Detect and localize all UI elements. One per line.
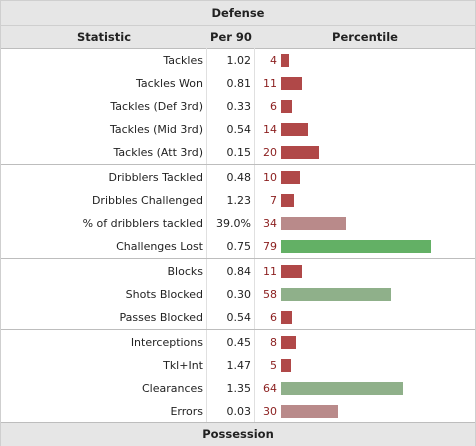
percentile-value: 8 <box>270 336 277 349</box>
percentile-bar <box>281 336 296 349</box>
percentile-bar <box>281 217 346 230</box>
table-row: Tackles Won 0.81 11 <box>1 72 475 95</box>
section-title: Defense <box>1 1 475 26</box>
stat-name[interactable]: Errors <box>170 405 203 418</box>
percentile-bar <box>281 123 308 136</box>
stat-name[interactable]: Tackles Won <box>135 77 203 90</box>
percentile-value: 79 <box>263 240 277 253</box>
percentile-value: 10 <box>263 171 277 184</box>
per90-value: 1.35 <box>226 382 252 395</box>
table-row: Dribblers Tackled 0.48 10 <box>1 166 475 189</box>
table-row: Tackles (Att 3rd) 0.15 20 <box>1 141 475 164</box>
percentile-bar <box>281 240 431 253</box>
per90-value: 0.48 <box>226 171 252 184</box>
per90-value: 0.30 <box>226 288 252 301</box>
stat-name[interactable]: Blocks <box>167 265 203 278</box>
percentile-bar <box>281 171 300 184</box>
group-separator <box>1 164 475 165</box>
table-row: Shots Blocked 0.30 58 <box>1 283 475 306</box>
percentile-value: 6 <box>270 311 277 324</box>
percentile-bar <box>281 100 292 113</box>
stat-name[interactable]: Tackles (Def 3rd) <box>110 100 203 113</box>
percentile-value: 6 <box>270 100 277 113</box>
stat-name[interactable]: % of dribblers tackled <box>82 217 203 230</box>
stat-name[interactable]: Tackles <box>163 54 203 67</box>
table-row: Dribbles Challenged 1.23 7 <box>1 189 475 212</box>
stat-name[interactable]: Interceptions <box>130 336 203 349</box>
per90-value: 0.15 <box>226 146 252 159</box>
stat-name[interactable]: Shots Blocked <box>125 288 203 301</box>
percentile-value: 30 <box>263 405 277 418</box>
next-section-title: Possession <box>1 422 475 446</box>
percentile-bar <box>281 405 338 418</box>
percentile-bar <box>281 311 292 324</box>
percentile-bar <box>281 288 391 301</box>
stat-name[interactable]: Dribblers Tackled <box>108 171 203 184</box>
column-divider <box>254 48 255 422</box>
stat-name[interactable]: Passes Blocked <box>119 311 203 324</box>
column-header-percentile[interactable]: Percentile <box>332 30 398 44</box>
stat-name[interactable]: Tackles (Att 3rd) <box>113 146 203 159</box>
column-header-per90[interactable]: Per 90 <box>210 30 252 44</box>
stat-name[interactable]: Dribbles Challenged <box>91 194 203 207</box>
per90-value: 0.45 <box>226 336 252 349</box>
percentile-bar <box>281 77 302 90</box>
stat-name[interactable]: Tackles (Mid 3rd) <box>109 123 203 136</box>
per90-value: 1.47 <box>226 359 252 372</box>
per90-value: 0.84 <box>226 265 252 278</box>
per90-value: 0.54 <box>226 311 252 324</box>
table-row: % of dribblers tackled 39.0% 34 <box>1 212 475 235</box>
percentile-value: 11 <box>263 77 277 90</box>
percentile-value: 7 <box>270 194 277 207</box>
per90-value: 0.54 <box>226 123 252 136</box>
per90-value: 0.75 <box>226 240 252 253</box>
percentile-value: 64 <box>263 382 277 395</box>
column-header-statistic[interactable]: Statistic <box>76 30 132 44</box>
column-divider <box>206 48 207 422</box>
per90-value: 0.33 <box>226 100 252 113</box>
percentile-bar <box>281 54 289 67</box>
table-row: Tackles (Def 3rd) 0.33 6 <box>1 95 475 118</box>
percentile-value: 11 <box>263 265 277 278</box>
per90-value: 0.81 <box>226 77 252 90</box>
table-row: Interceptions 0.45 8 <box>1 331 475 354</box>
percentile-value: 5 <box>270 359 277 372</box>
table-row: Challenges Lost 0.75 79 <box>1 235 475 258</box>
per90-value: 0.03 <box>226 405 252 418</box>
group-separator <box>1 329 475 330</box>
table-row: Tackles 1.02 4 <box>1 49 475 72</box>
table-row: Tackles (Mid 3rd) 0.54 14 <box>1 118 475 141</box>
group-separator <box>1 258 475 259</box>
table-row: Passes Blocked 0.54 6 <box>1 306 475 329</box>
percentile-value: 34 <box>263 217 277 230</box>
stat-name[interactable]: Challenges Lost <box>116 240 203 253</box>
table-row: Blocks 0.84 11 <box>1 260 475 283</box>
column-header-row: Statistic Per 90 Percentile <box>1 26 475 49</box>
percentile-value: 20 <box>263 146 277 159</box>
percentile-value: 58 <box>263 288 277 301</box>
percentile-bar <box>281 265 302 278</box>
per90-value: 1.02 <box>226 54 252 67</box>
percentile-bar <box>281 194 294 207</box>
table-row: Clearances 1.35 64 <box>1 377 475 400</box>
percentile-value: 4 <box>270 54 277 67</box>
stat-name[interactable]: Clearances <box>141 382 203 395</box>
percentile-bar <box>281 146 319 159</box>
table-row: Errors 0.03 30 <box>1 400 475 423</box>
percentile-bar <box>281 382 403 395</box>
percentile-bar <box>281 359 291 372</box>
stat-name[interactable]: Tkl+Int <box>163 359 203 372</box>
table-row: Tkl+Int 1.47 5 <box>1 354 475 377</box>
percentile-value: 14 <box>263 123 277 136</box>
per90-value: 39.0% <box>216 217 251 230</box>
per90-value: 1.23 <box>226 194 252 207</box>
